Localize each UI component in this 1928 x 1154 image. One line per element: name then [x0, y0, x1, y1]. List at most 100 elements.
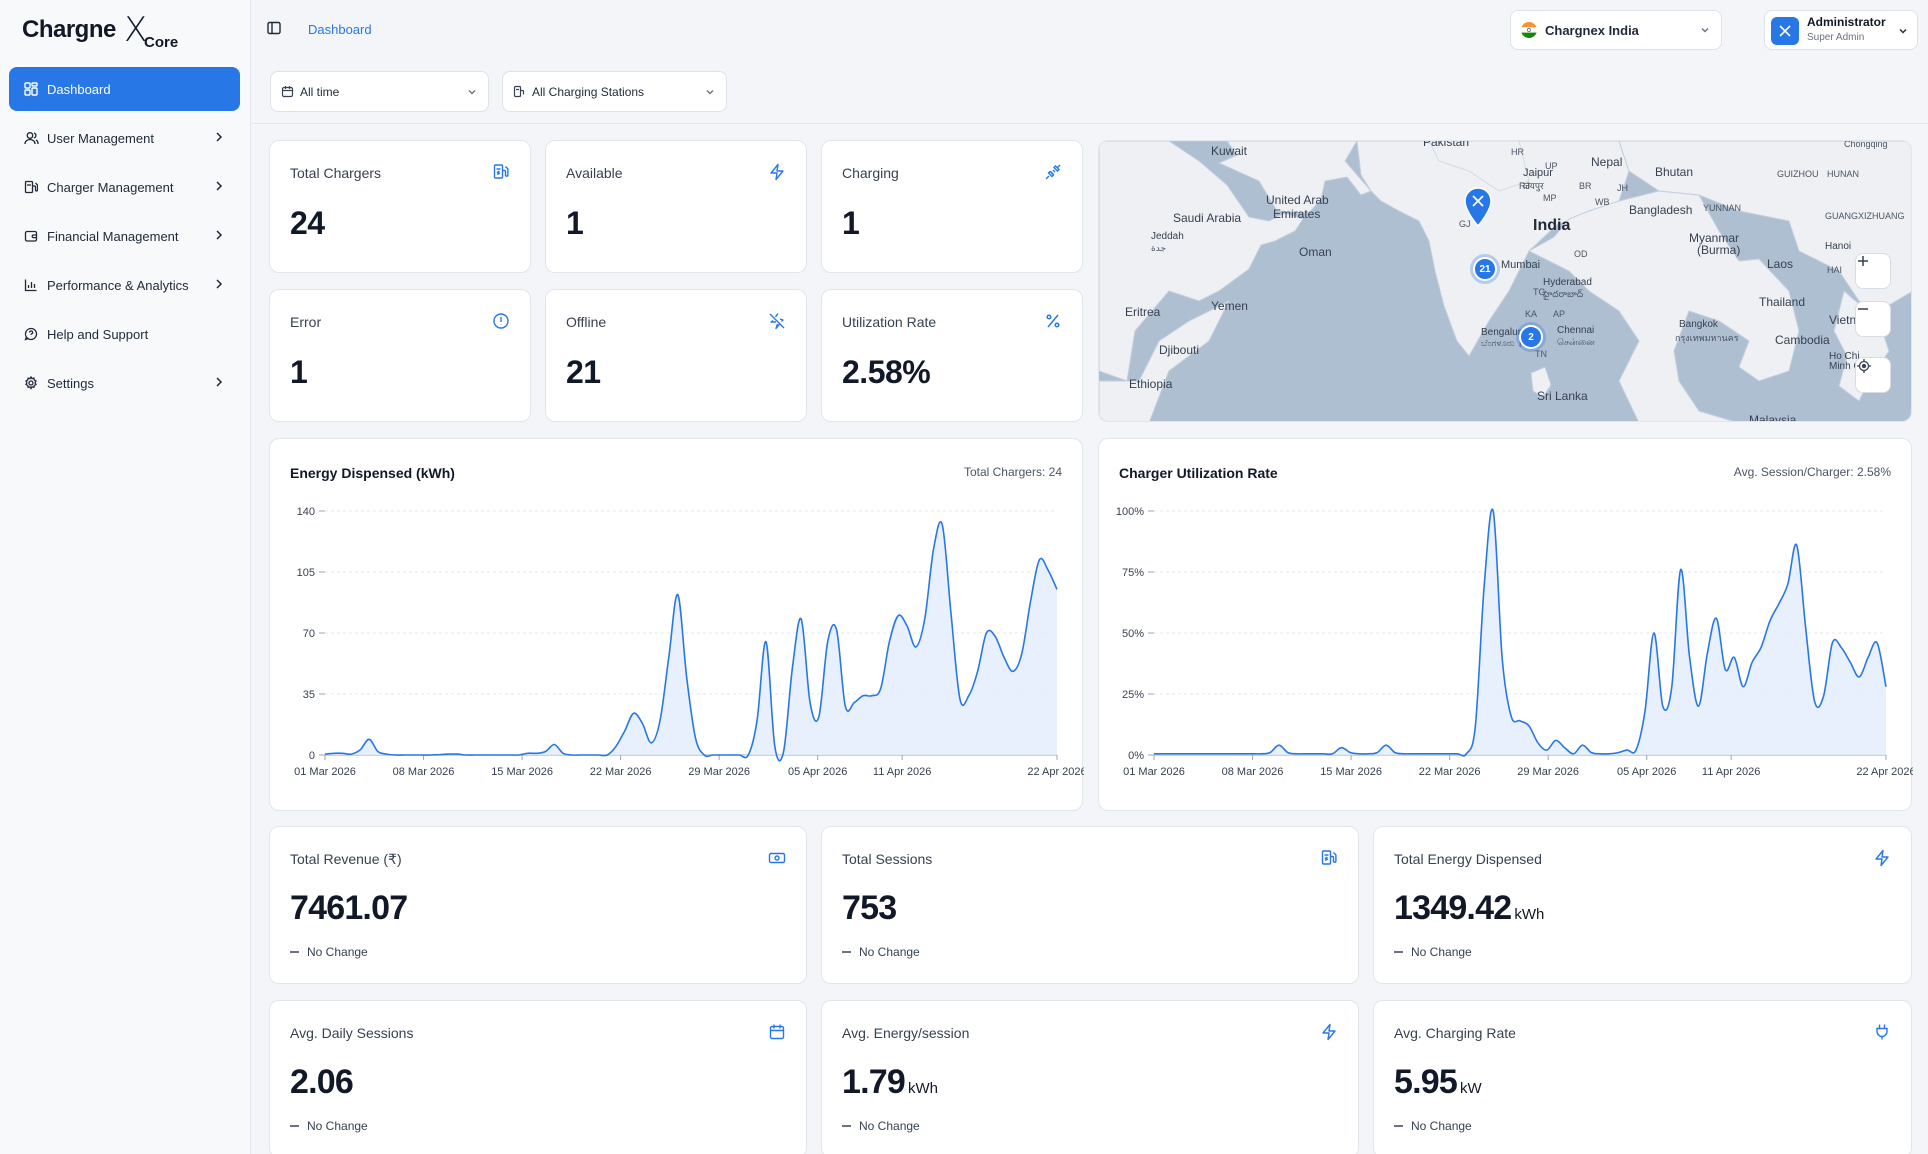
- sidebar-item-label: Financial Management: [47, 228, 179, 244]
- map-label: HR: [1511, 147, 1524, 157]
- map-label: Mumbai: [1501, 259, 1541, 271]
- time-filter-value: All time: [300, 84, 340, 99]
- fuel-pump-icon: [492, 163, 510, 181]
- map-label: Bangladesh: [1629, 203, 1693, 217]
- metric-change-text: No Change: [1411, 1119, 1472, 1133]
- sidebar-item-financial-management[interactable]: Financial Management: [9, 214, 240, 258]
- brand-x: X: [124, 10, 148, 50]
- metric-unit: kWh: [907, 1080, 938, 1097]
- stat-label: Utilization Rate: [842, 314, 937, 330]
- map-label: Hanoi: [1825, 241, 1852, 252]
- time-filter[interactable]: All time: [270, 71, 489, 112]
- energy-chart[interactable]: 0 35 70 105 140 01 Mar 2026 08 Mar 2026 15 Mar …: [270, 439, 1084, 812]
- map-label: Chennai: [1557, 325, 1595, 336]
- org-name: Chargnex India: [1545, 22, 1639, 38]
- chevron-down-icon: [466, 86, 478, 101]
- locate-button[interactable]: [1855, 357, 1891, 393]
- x-tick-label: 08 Mar 2026: [393, 766, 455, 778]
- sidebar-item-settings[interactable]: Settings: [9, 361, 240, 405]
- dashboard-icon: [23, 81, 39, 97]
- chevron-right-icon: [212, 277, 226, 294]
- metric-change: No Change: [1394, 945, 1472, 959]
- chevron-down-icon: [704, 86, 716, 101]
- x-tick-label: 22 Mar 2026: [590, 766, 652, 778]
- x-tick-label: 05 Apr 2026: [1617, 766, 1676, 778]
- area-fill: [325, 521, 1057, 761]
- y-tick-label: 140: [297, 506, 315, 518]
- zoom-out-button[interactable]: [1855, 301, 1891, 337]
- sidebar-item-charger-management[interactable]: Charger Management: [9, 165, 240, 209]
- y-tick-label: 100%: [1116, 506, 1144, 518]
- map-label: MP: [1543, 193, 1557, 203]
- metric-unit: kWh: [1514, 906, 1545, 923]
- user-name: Administrator: [1807, 15, 1886, 29]
- charger-map[interactable]: Kuwait Pakistan HR UP Nepal Bhutan Jaipu…: [1098, 140, 1912, 422]
- sidebar-item-label: User Management: [47, 130, 154, 146]
- breadcrumb[interactable]: Dashboard: [308, 22, 372, 37]
- stat-value: 1: [842, 205, 860, 241]
- zoom-in-button[interactable]: [1855, 253, 1891, 289]
- metric-change: No Change: [842, 1119, 920, 1133]
- sidebar-toggle-icon[interactable]: [266, 20, 286, 40]
- map-label: Nepal: [1591, 155, 1623, 169]
- x-tick-label: 11 Apr 2026: [1702, 766, 1761, 778]
- utilization-chart[interactable]: 0% 25% 50% 75% 100% 01 Mar 2026 08 Mar 2026 15 …: [1099, 439, 1913, 812]
- metric-number: 753: [842, 889, 897, 927]
- plug-icon: [1044, 163, 1062, 181]
- brand-logo[interactable]: Chargne X Core: [22, 10, 182, 52]
- avg-daily-sessions-card: Avg. Daily Sessions 2.06 No Change: [269, 1000, 807, 1154]
- x-tick-label: 08 Mar 2026: [1222, 766, 1284, 778]
- map-label: India: [1533, 217, 1571, 234]
- metric-change: No Change: [290, 1119, 368, 1133]
- fuel-pump-icon: [513, 85, 526, 98]
- sidebar-item-performance-analytics[interactable]: Performance & Analytics: [9, 263, 240, 307]
- total-revenue-card: Total Revenue (₹) 7461.07 No Change: [269, 826, 807, 984]
- map-label: Oman: [1299, 245, 1332, 259]
- users-icon: [23, 130, 39, 146]
- utilization-chart-card: Charger Utilization Rate Avg. Session/Ch…: [1098, 438, 1913, 812]
- user-role: Super Admin: [1807, 32, 1865, 43]
- percent-icon: [1044, 312, 1062, 330]
- calendar-icon: [281, 85, 294, 98]
- map-label: AP: [1553, 309, 1566, 319]
- x-tick-label: 29 Mar 2026: [1517, 766, 1579, 778]
- sidebar-item-label: Charger Management: [47, 179, 174, 195]
- map-cluster[interactable]: 2: [1519, 325, 1543, 349]
- x-tick-label: 01 Mar 2026: [294, 766, 356, 778]
- wallet-icon: [23, 228, 39, 244]
- metric-value: 5.95 kW: [1394, 1063, 1482, 1102]
- map-label: Bengaluru: [1481, 327, 1527, 338]
- y-tick-label: 105: [297, 567, 315, 579]
- zap-icon: [768, 163, 786, 181]
- stat-value: 21: [566, 354, 601, 390]
- metric-label: Total Energy Dispensed: [1394, 851, 1542, 867]
- map-label: TG: [1533, 287, 1546, 297]
- map-cluster[interactable]: 21: [1473, 257, 1497, 281]
- map-label: HAI: [1827, 265, 1843, 275]
- station-filter[interactable]: All Charging Stations: [502, 71, 727, 112]
- chart-title: Charger Utilization Rate: [1119, 465, 1278, 481]
- y-tick-label: 25%: [1122, 689, 1144, 701]
- sidebar-item-label: Help and Support: [47, 326, 149, 342]
- india-flag-icon: [1521, 22, 1537, 38]
- map-label: (Burma): [1697, 243, 1741, 257]
- map-label: Laos: [1767, 257, 1794, 271]
- sidebar-item-help-support[interactable]: Help and Support: [9, 312, 240, 356]
- sidebar-item-user-management[interactable]: User Management: [9, 116, 240, 160]
- org-select[interactable]: Chargnex India: [1510, 10, 1722, 50]
- user-menu[interactable]: Administrator Super Admin: [1764, 10, 1918, 50]
- sidebar-nav: Dashboard User Management Charger Manage…: [9, 67, 240, 410]
- stat-label: Charging: [842, 165, 899, 181]
- map-label: GUIZHOU: [1777, 169, 1819, 179]
- map-label: Djibouti: [1159, 343, 1200, 357]
- fuel-pump-icon: [23, 179, 39, 195]
- x-tick-label: 29 Mar 2026: [688, 766, 750, 778]
- metric-label: Total Revenue (₹): [290, 851, 402, 867]
- map-label: Sri Lanka: [1537, 389, 1588, 403]
- map-label: GJ: [1459, 219, 1471, 229]
- map-label: Saudi Arabia: [1173, 211, 1242, 225]
- sidebar-item-dashboard[interactable]: Dashboard: [9, 67, 240, 111]
- metric-label: Avg. Charging Rate: [1394, 1025, 1516, 1041]
- sidebar-item-label: Settings: [47, 375, 94, 391]
- map-label: YUNNAN: [1703, 203, 1742, 213]
